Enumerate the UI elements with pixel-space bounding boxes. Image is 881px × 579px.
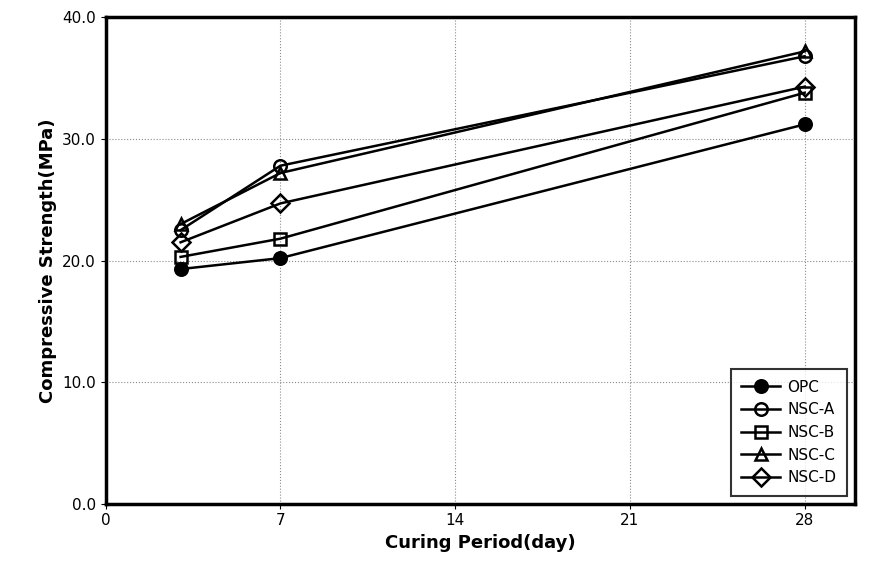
NSC-C <box>799 48 810 55</box>
OPC <box>275 255 285 262</box>
NSC-A <box>275 162 285 169</box>
Line: OPC: OPC <box>174 118 811 275</box>
NSC-D <box>799 83 810 90</box>
Line: NSC-D: NSC-D <box>174 80 811 248</box>
Line: NSC-B: NSC-B <box>174 86 811 263</box>
NSC-D <box>175 239 186 246</box>
NSC-A <box>799 53 810 60</box>
Legend: OPC, NSC-A, NSC-B, NSC-C, NSC-D: OPC, NSC-A, NSC-B, NSC-C, NSC-D <box>730 369 847 496</box>
NSC-A <box>175 226 186 233</box>
NSC-C <box>275 170 285 177</box>
NSC-B <box>275 235 285 242</box>
Y-axis label: Compressive Strength(MPa): Compressive Strength(MPa) <box>39 118 56 403</box>
Line: NSC-A: NSC-A <box>174 50 811 236</box>
OPC <box>175 266 186 273</box>
NSC-D <box>275 200 285 207</box>
NSC-B <box>799 89 810 96</box>
X-axis label: Curing Period(day): Curing Period(day) <box>385 534 575 552</box>
OPC <box>799 121 810 128</box>
NSC-B <box>175 254 186 261</box>
NSC-C <box>175 221 186 228</box>
Line: NSC-C: NSC-C <box>174 45 811 230</box>
